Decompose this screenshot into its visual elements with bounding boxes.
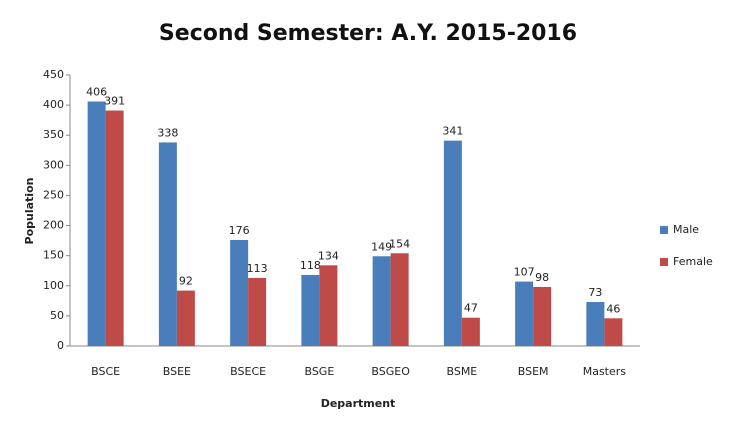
data-label: 341 [442,125,463,138]
bar [105,110,124,346]
bar [301,274,320,346]
data-label: 98 [535,271,549,284]
data-label: 176 [229,224,250,237]
legend-swatch [660,226,668,234]
data-label: 154 [389,237,410,250]
legend-label: Male [673,223,699,236]
bar [248,277,267,346]
chart-title: Second Semester: A.Y. 2015-2016 [159,21,577,46]
bar [443,140,462,346]
data-label: 46 [606,302,620,315]
data-label: 338 [157,126,178,139]
bar [390,253,409,346]
bar [533,286,552,346]
y-tick-label: 300 [43,158,64,171]
x-axis-label: Department [321,397,396,410]
legend-swatch [660,258,668,266]
y-axis-label: Population [23,178,36,245]
data-label: 107 [514,266,535,279]
y-tick-label: 200 [43,219,64,232]
bar [586,302,605,346]
data-label: 149 [371,240,392,253]
bar [372,256,391,346]
y-tick-label: 100 [43,279,64,292]
bar [461,317,480,346]
y-tick-label: 250 [43,188,64,201]
x-tick-label: BSECE [230,365,266,378]
y-tick-label: 0 [57,339,64,352]
bar [515,281,534,346]
bar [158,142,177,346]
y-tick-label: 450 [43,68,64,81]
x-tick-label: BSEE [163,365,191,378]
data-label: 47 [464,302,478,315]
y-tick-label: 350 [43,128,64,141]
bar [176,290,195,346]
data-label: 92 [179,275,193,288]
x-tick-label: BSME [446,365,477,378]
data-label: 73 [588,286,602,299]
legend-label: Female [673,255,713,268]
bar [87,101,106,347]
x-tick-label: Masters [583,365,627,378]
y-tick-label: 400 [43,98,64,111]
data-label: 391 [104,95,125,108]
x-tick-label: BSEM [518,365,549,378]
data-label: 134 [318,249,339,262]
y-tick-label: 50 [50,309,64,322]
x-tick-label: BSGEO [371,365,410,378]
y-tick-label: 150 [43,249,64,262]
x-tick-label: BSCE [91,365,120,378]
bar [230,240,249,346]
bar [604,318,623,346]
data-label: 113 [247,262,268,275]
data-label: 406 [86,85,107,98]
bar [319,265,338,346]
data-label: 118 [300,259,321,272]
x-tick-label: BSGE [304,365,334,378]
